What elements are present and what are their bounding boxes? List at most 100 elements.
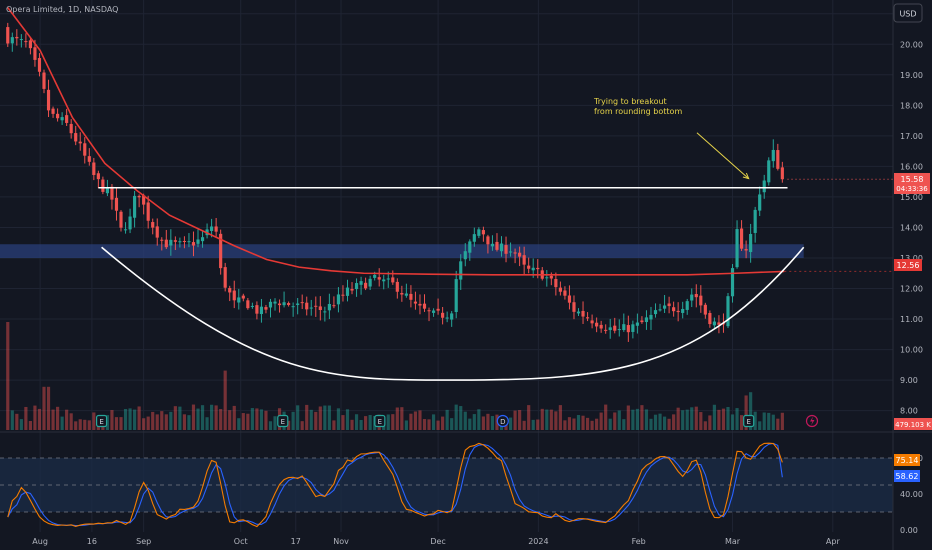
candle-body[interactable] (10, 37, 14, 44)
candle-body[interactable] (146, 202, 150, 221)
candle-body[interactable] (776, 150, 780, 169)
candle-body[interactable] (554, 279, 558, 288)
candle-body[interactable] (744, 249, 748, 251)
earnings-badge-icon[interactable]: E (95, 414, 108, 428)
candle-body[interactable] (708, 313, 712, 325)
candle-body[interactable] (635, 322, 639, 326)
candle-body[interactable] (468, 241, 472, 253)
candle-body[interactable] (441, 312, 445, 318)
candle-body[interactable] (404, 293, 408, 296)
candle-body[interactable] (345, 287, 350, 296)
candle-body[interactable] (74, 133, 78, 142)
candle-body[interactable] (341, 294, 345, 296)
candle-body[interactable] (46, 89, 51, 111)
candle-body[interactable] (15, 36, 19, 39)
candle-body[interactable] (527, 265, 531, 269)
candle-body[interactable] (24, 41, 28, 43)
candlesticks[interactable] (6, 22, 784, 342)
candle-body[interactable] (65, 115, 69, 123)
time-axis[interactable]: Aug 16 Sep Oct 17 Nov Dec 2024 Feb Mar Apr (32, 537, 840, 546)
candle-body[interactable] (495, 241, 499, 250)
candle-body[interactable] (200, 237, 205, 242)
candle-body[interactable] (699, 295, 703, 306)
candle-body[interactable] (662, 305, 667, 309)
candle-body[interactable] (585, 317, 590, 319)
candle-body[interactable] (681, 308, 685, 313)
candle-body[interactable] (373, 274, 377, 278)
candle-body[interactable] (771, 149, 775, 162)
candle-body[interactable] (735, 229, 739, 268)
candle-body[interactable] (169, 239, 173, 246)
flash-icon[interactable] (805, 414, 819, 428)
candle-body[interactable] (617, 329, 621, 331)
candle-body[interactable] (513, 252, 517, 254)
candle-body[interactable] (459, 261, 463, 280)
candle-body[interactable] (228, 288, 232, 293)
candle-body[interactable] (536, 267, 540, 270)
candle-body[interactable] (60, 117, 64, 121)
candle-body[interactable] (608, 327, 612, 331)
candle-body[interactable] (323, 311, 327, 313)
candle-body[interactable] (332, 305, 336, 307)
candle-body[interactable] (142, 195, 146, 205)
candle-body[interactable] (255, 305, 259, 314)
candle-body[interactable] (178, 241, 182, 243)
candle-body[interactable] (259, 306, 264, 315)
candle-body[interactable] (28, 40, 32, 49)
candle-body[interactable] (694, 294, 698, 298)
candle-body[interactable] (87, 156, 91, 162)
candle-body[interactable] (368, 278, 372, 287)
candle-body[interactable] (631, 324, 635, 332)
candle-body[interactable] (241, 295, 245, 299)
candle-body[interactable] (477, 229, 481, 236)
candle-body[interactable] (223, 267, 227, 288)
candle-body[interactable] (599, 324, 603, 329)
candle-body[interactable] (667, 303, 671, 307)
candle-body[interactable] (450, 313, 454, 320)
candle-body[interactable] (422, 303, 427, 309)
candle-body[interactable] (6, 27, 10, 44)
candle-body[interactable] (549, 275, 553, 279)
candle-body[interactable] (739, 228, 744, 249)
candle-body[interactable] (431, 310, 436, 313)
candle-body[interactable] (640, 320, 644, 323)
candle-body[interactable] (291, 306, 295, 308)
candle-body[interactable] (37, 58, 42, 72)
currency-button[interactable]: USD (893, 3, 923, 23)
candle-body[interactable] (730, 268, 735, 297)
candle-body[interactable] (504, 245, 508, 254)
candle-body[interactable] (173, 240, 177, 242)
candle-body[interactable] (382, 279, 386, 282)
candle-body[interactable] (42, 72, 46, 89)
candle-body[interactable] (83, 143, 87, 156)
candle-body[interactable] (622, 324, 626, 331)
candle-body[interactable] (644, 317, 649, 323)
candle-body[interactable] (486, 236, 490, 245)
candle-body[interactable] (119, 211, 123, 228)
candle-body[interactable] (128, 216, 132, 230)
candle-body[interactable] (268, 301, 273, 308)
candle-body[interactable] (726, 296, 730, 327)
candle-body[interactable] (187, 241, 191, 243)
candle-body[interactable] (219, 233, 223, 269)
candle-body[interactable] (780, 167, 784, 180)
candle-body[interactable] (92, 162, 96, 175)
candle-body[interactable] (96, 173, 100, 180)
candle-body[interactable] (377, 277, 381, 280)
candle-body[interactable] (400, 293, 404, 295)
candle-body[interactable] (545, 277, 549, 279)
candle-body[interactable] (114, 197, 119, 211)
candle-body[interactable] (685, 301, 689, 310)
candle-body[interactable] (690, 294, 694, 301)
candle-body[interactable] (164, 239, 168, 248)
candle-body[interactable] (658, 309, 662, 311)
candle-body[interactable] (499, 243, 504, 252)
candle-body[interactable] (78, 141, 82, 144)
candle-body[interactable] (33, 47, 37, 60)
candle-body[interactable] (626, 325, 630, 333)
candle-body[interactable] (250, 305, 254, 307)
candle-body[interactable] (712, 321, 716, 326)
candle-body[interactable] (155, 226, 159, 238)
candle-body[interactable] (151, 222, 155, 228)
